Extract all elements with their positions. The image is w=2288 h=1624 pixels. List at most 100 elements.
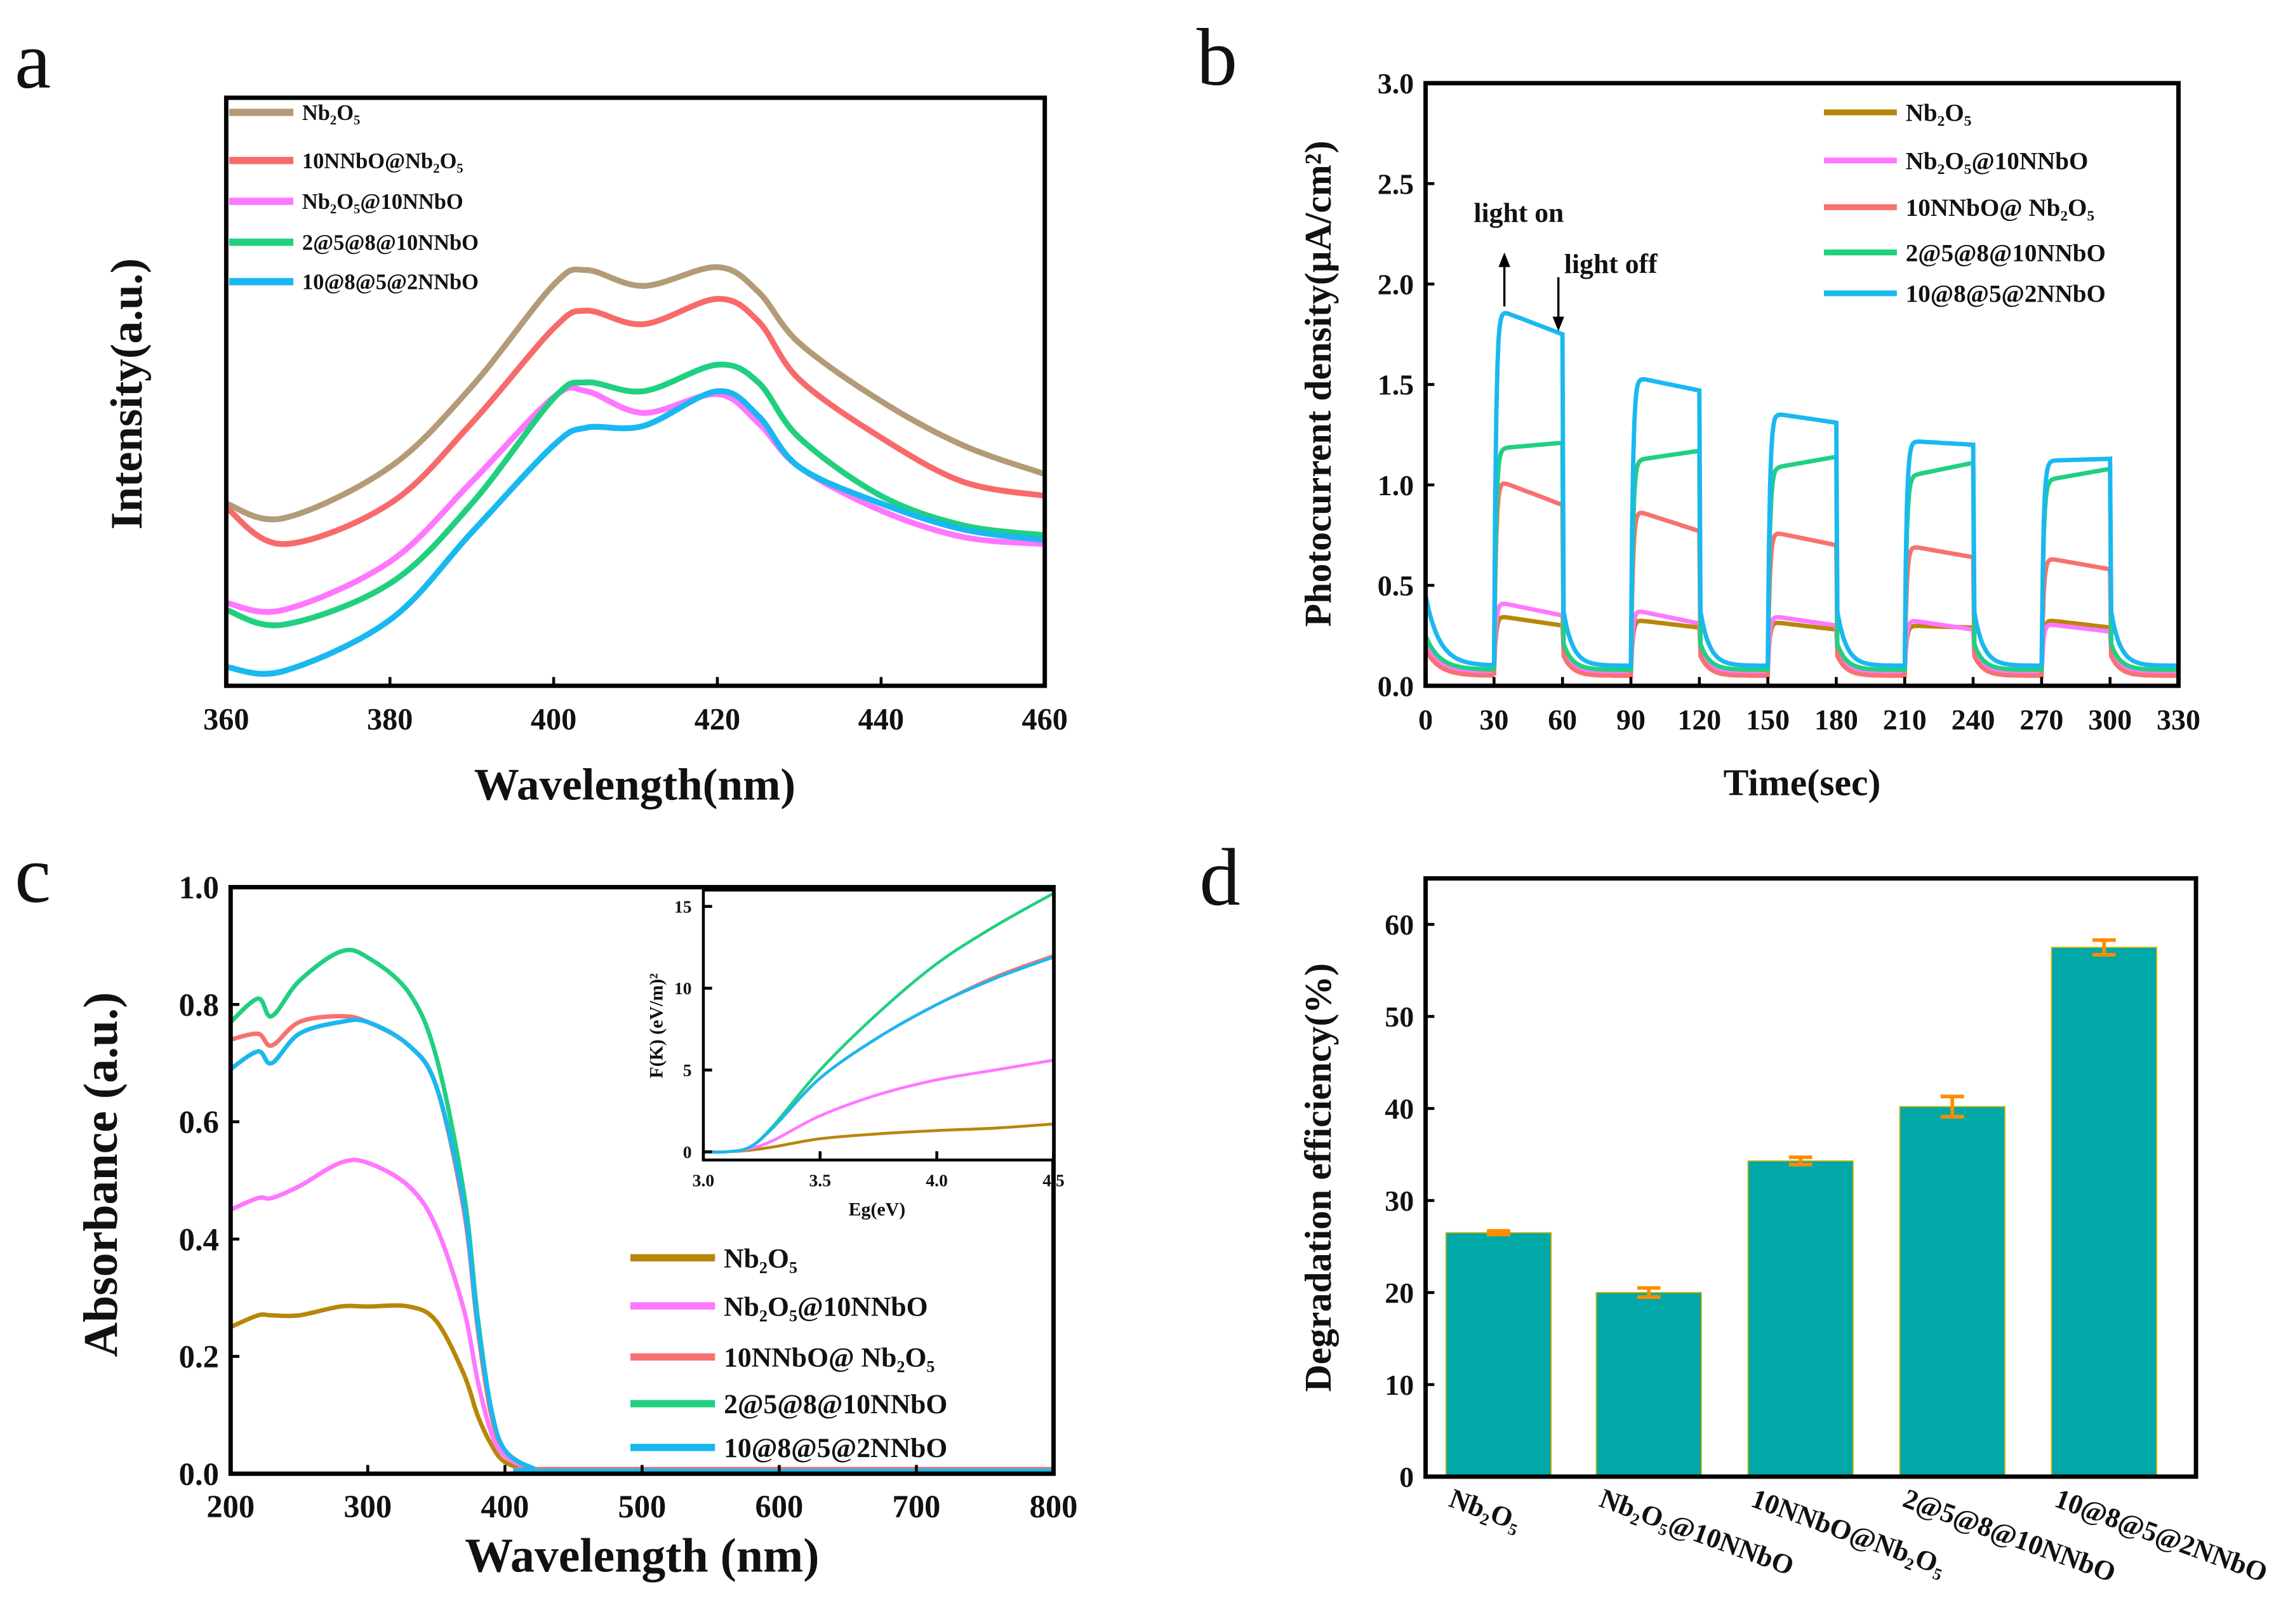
x-tick-label: 460 <box>1022 703 1068 736</box>
legend-label: Nb₂O₅@10NNbO <box>302 190 463 214</box>
x-axis-label: Wavelength (nm) <box>465 1529 819 1582</box>
x-axis-label: Wavelength(nm) <box>474 760 796 809</box>
x-tick-label: 270 <box>2019 703 2063 736</box>
inset-background <box>703 889 1054 1161</box>
bar-4 <box>2051 947 2157 1477</box>
x-tick-label: 360 <box>203 703 249 736</box>
legend-label: Nb₂O₅@10NNbO <box>724 1291 928 1322</box>
x-tick-label: 30 <box>1479 703 1508 736</box>
y-tick-label: 5 <box>683 1060 692 1080</box>
y-tick-label: 0.5 <box>1378 569 1414 602</box>
y-tick-label: 20 <box>1385 1277 1414 1309</box>
legend-label: 2@5@8@10NNbO <box>724 1389 947 1420</box>
plot-frame <box>702 888 1055 1162</box>
panel-label-c: c <box>15 829 51 919</box>
series-line-3 <box>1423 440 2179 672</box>
y-tick-label: 0.0 <box>179 1456 219 1492</box>
y-tick-label: 10 <box>674 978 692 998</box>
legend-label: 10@8@5@2NNbO <box>1906 281 2106 308</box>
series-line-4 <box>1423 310 2179 668</box>
panel-label-b: b <box>1197 11 1237 102</box>
x-tick-label: 380 <box>367 703 413 736</box>
legend-label: 10NNbO@Nb₂O₅ <box>302 149 463 173</box>
y-axis-label: Intensity(a.u.) <box>102 258 152 529</box>
annotation-light-off: light off <box>1564 249 1658 279</box>
panel-label-a: a <box>15 15 51 105</box>
legend-label: Nb₂O₅ <box>302 101 361 125</box>
annotation-light-on: light on <box>1473 197 1564 228</box>
x-tick-label: 60 <box>1548 703 1577 736</box>
y-tick-label: 15 <box>674 896 692 916</box>
y-axis-label: Photocurrent density(μA/cm²) <box>1297 140 1339 627</box>
series-line-1 <box>1423 601 2179 674</box>
series-line-0 <box>225 264 1046 522</box>
error-bar-1 <box>1637 1286 1661 1300</box>
legend-label: Nb₂O₅ <box>1906 100 1972 127</box>
series-line-3 <box>225 361 1046 629</box>
series-line-4 <box>225 388 1046 677</box>
bar-1 <box>1595 1292 1702 1477</box>
y-tick-label: 1.0 <box>1378 469 1414 502</box>
legend-label: Nb₂O₅@10NNbO <box>1906 147 2089 175</box>
x-axis-label: Time(sec) <box>1724 762 1881 804</box>
x-tick-label: 800 <box>1030 1489 1078 1524</box>
y-tick-label: 3.0 <box>1378 67 1414 100</box>
bar-2 <box>1747 1160 1854 1477</box>
chart-c-absorbance: 200 300 400 500 600 700 800 0.0 0.2 0.4 0.6 0.8 1.0 N… <box>74 870 1077 1582</box>
bar-3 <box>1899 1106 2005 1477</box>
inset-series-line-4 <box>703 955 1054 1154</box>
legend-label: 10NNbO@ Nb₂O₅ <box>724 1343 934 1373</box>
inset-x-axis-label: Eg(eV) <box>849 1199 906 1220</box>
y-tick-label: 50 <box>1385 1001 1414 1033</box>
legend-label: 10NNbO@ Nb₂O₅ <box>1906 194 2094 222</box>
y-tick-label: 0.6 <box>179 1105 219 1140</box>
x-tick-label: 210 <box>1883 703 1927 736</box>
y-tick-label: 2.5 <box>1378 168 1414 200</box>
error-bar-4 <box>2092 938 2116 957</box>
inset-chart-tauc: 3.0 3.5 4.0 4.5 0 5 10 15 Eg(eV) F(K) (eV/m)² <box>646 888 1065 1220</box>
x-tick-label: 330 <box>2157 703 2200 736</box>
x-tick-label: 150 <box>1746 703 1790 736</box>
x-tick-label: 240 <box>1952 703 1995 736</box>
y-tick-label: 0.8 <box>179 987 219 1023</box>
x-tick-label: 180 <box>1814 703 1858 736</box>
y-tick-label: 40 <box>1385 1093 1414 1125</box>
y-tick-label: 10 <box>1385 1369 1414 1401</box>
x-tick-label: 120 <box>1677 703 1721 736</box>
panel-label-d: d <box>1199 832 1240 922</box>
y-tick-label: 0 <box>683 1142 692 1162</box>
y-tick-label: 0.2 <box>179 1339 219 1374</box>
y-tick-label: 1.5 <box>1378 369 1414 401</box>
x-tick-label: 400 <box>531 703 576 736</box>
series-line-4 <box>229 1017 1054 1474</box>
inset-y-axis-label: F(K) (eV/m)² <box>646 973 667 1079</box>
error-bar-2 <box>1788 1155 1812 1167</box>
error-bar-0 <box>1487 1228 1510 1237</box>
y-tick-label: 0 <box>1399 1461 1414 1493</box>
arrowhead-down-icon <box>1552 316 1564 331</box>
x-tick-label: 300 <box>2088 703 2132 736</box>
x-tick-label: 300 <box>343 1489 392 1524</box>
legend-label: 2@5@8@10NNbO <box>1906 239 2106 267</box>
x-tick-label: 420 <box>695 703 740 736</box>
x-tick-label: 4.5 <box>1042 1171 1064 1190</box>
chart-a-photoluminescence: 360 380 400 420 440 460 Nb₂O₅ 10NNbO@Nb₂O₅ Nb₂O₅… <box>102 95 1068 809</box>
x-tick-label: 3.0 <box>693 1171 714 1190</box>
series-line-2 <box>225 384 1046 615</box>
legend-label: 10@8@5@2NNbO <box>302 270 479 295</box>
legend-label: 10@8@5@2NNbO <box>724 1433 947 1463</box>
y-tick-label: 60 <box>1385 909 1414 941</box>
x-tick-label: 0 <box>1418 703 1433 736</box>
chart-b-photocurrent: 0 30 60 90 120 150 180 210 240 270 300 330 0.0 0.5 1.0… <box>1297 67 2200 803</box>
y-tick-label: 0.0 <box>1378 670 1414 702</box>
x-tick-label: 4.0 <box>926 1171 947 1190</box>
x-tick-label: 500 <box>618 1489 666 1524</box>
y-tick-label: 2.0 <box>1378 268 1414 300</box>
y-tick-label: 30 <box>1385 1185 1414 1217</box>
y-axis-label: Absorbance (a.u.) <box>74 992 128 1357</box>
x-tick-label: 90 <box>1616 703 1646 736</box>
y-axis-label: Degradation efficiency(%) <box>1297 963 1339 1392</box>
arrowhead-up-icon <box>1498 252 1510 267</box>
x-tick-label: 440 <box>858 703 904 736</box>
y-tick-label: 0.4 <box>179 1221 219 1257</box>
